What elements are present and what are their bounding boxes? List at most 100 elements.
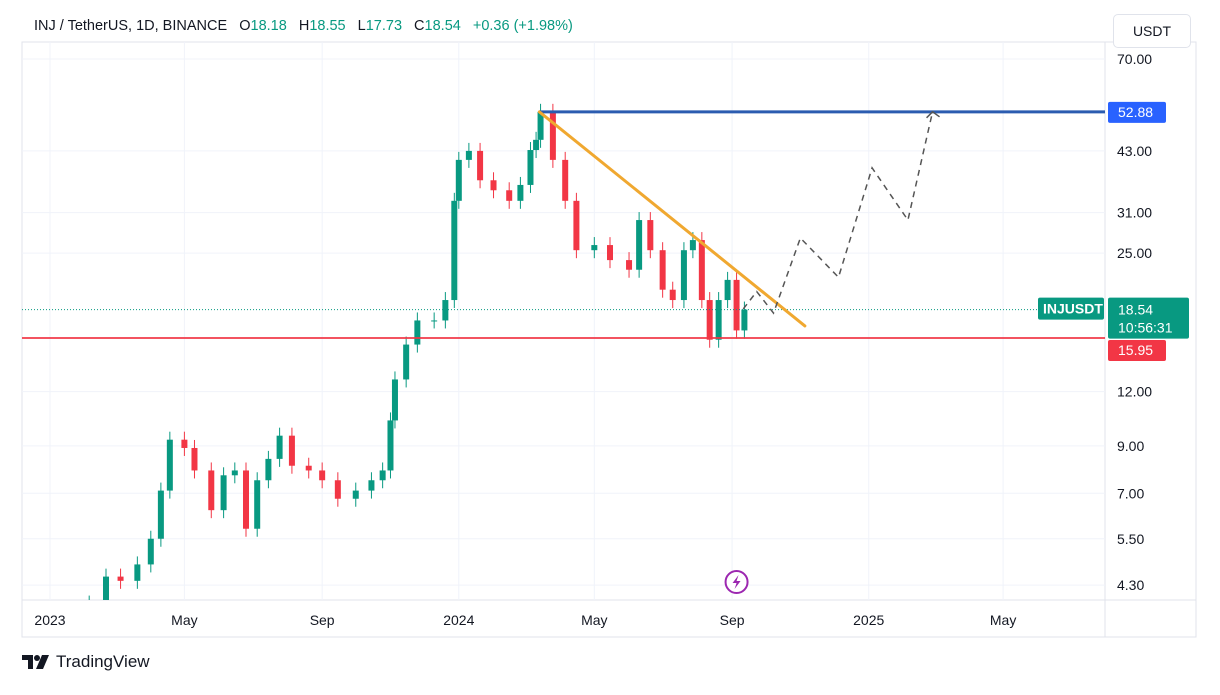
candle-body: [276, 435, 283, 459]
x-tick-label: 2025: [853, 612, 884, 628]
y-tick-label: 70.00: [1117, 51, 1152, 67]
projection-path[interactable]: [742, 111, 934, 315]
y-tick-label: 4.30: [1117, 577, 1144, 593]
axes: 70.00 43.00 31.00 25.00 12.00 9.00 7.00 5.50 4.3…: [34, 51, 1189, 628]
candle-body: [403, 344, 410, 380]
candle-body: [490, 180, 497, 191]
support-price-label-bg: [1108, 339, 1166, 361]
candle-body: [191, 447, 198, 471]
high-value: 18.55: [309, 18, 346, 34]
low-value: 17.73: [365, 18, 403, 34]
chart-frame: [21, 41, 1197, 638]
candle-body: [442, 300, 449, 321]
symbol-badge-bg: [1038, 297, 1104, 320]
candle-body: [741, 309, 748, 331]
candle-body: [549, 111, 556, 160]
candle-body: [455, 159, 462, 201]
candle-body: [391, 379, 398, 421]
high-label: H: [298, 18, 310, 34]
support-price-label: 15.95: [1118, 342, 1153, 358]
change-value: +0.36 (+1.98%): [472, 18, 573, 34]
open-label: O: [239, 18, 251, 34]
trendline[interactable]: [537, 110, 807, 328]
candle-body: [288, 435, 295, 466]
candle-body: [103, 576, 109, 600]
candle-body: [265, 458, 272, 481]
candle-body: [562, 159, 569, 201]
candle-body: [334, 480, 341, 499]
candle-body: [208, 470, 215, 511]
drawings[interactable]: [22, 110, 1105, 594]
candle-body: [689, 240, 696, 251]
candle-body: [451, 200, 458, 301]
x-tick-label: May: [581, 612, 607, 628]
candle-body: [387, 420, 394, 471]
candle-body: [706, 300, 713, 340]
x-tick-label: 2023: [34, 612, 65, 628]
candle-body: [379, 470, 386, 481]
y-tick-label: 9.00: [1117, 438, 1144, 454]
currency-button[interactable]: USDT: [1113, 14, 1191, 48]
candle-body: [243, 470, 249, 529]
candle-body: [591, 245, 598, 251]
candle-body: [698, 240, 705, 301]
candle-body: [231, 470, 238, 476]
candle-body: [352, 490, 359, 499]
y-tick-label: 12.00: [1117, 384, 1152, 400]
countdown-label: 10:56:31: [1118, 320, 1173, 336]
tradingview-logo[interactable]: TradingView: [22, 652, 150, 672]
symbol-title[interactable]: INJ / TetherUS, 1D, BINANCE: [34, 18, 228, 34]
candle-body: [465, 150, 472, 160]
candle-body: [647, 220, 654, 251]
candle-body: [517, 184, 524, 201]
candle-body: [368, 480, 375, 491]
x-tick-label: Sep: [310, 612, 335, 628]
candle-body: [506, 190, 513, 201]
y-tick-label: 7.00: [1117, 485, 1144, 501]
resistance-price-label-bg: [1108, 101, 1166, 123]
x-tick-label: May: [990, 612, 1016, 628]
candle-body: [669, 289, 676, 301]
candle-body: [626, 260, 633, 270]
candle-body: [305, 465, 312, 471]
x-tick-label: May: [171, 612, 197, 628]
candle-body: [181, 439, 188, 448]
candle-body: [147, 538, 154, 565]
last-price-badge-bg: [1108, 297, 1189, 339]
x-tick-label: 2024: [443, 612, 474, 628]
candle-body: [715, 300, 722, 340]
candle-body: [166, 439, 173, 491]
lightning-glyph: [732, 575, 741, 589]
y-tick-label: 5.50: [1117, 531, 1144, 547]
candle-body: [733, 279, 740, 331]
tradingview-logo-icon: [22, 655, 49, 669]
close-value: 18.54: [424, 18, 461, 34]
candle-body: [477, 150, 484, 181]
candle-body: [157, 490, 164, 539]
candles: [86, 103, 748, 614]
candle-body: [537, 111, 544, 140]
y-tick-label: 25.00: [1117, 245, 1152, 261]
candle-body: [533, 139, 540, 151]
grid: [22, 42, 1105, 600]
x-tick-label: Sep: [720, 612, 745, 628]
branding-text: TradingView: [56, 652, 150, 671]
candle-body: [86, 604, 92, 614]
candle-body: [607, 245, 613, 261]
resistance-price-label: 52.88: [1118, 104, 1153, 120]
candle-body: [117, 576, 124, 581]
y-tick-label: 43.00: [1117, 143, 1152, 159]
candle-body: [659, 250, 666, 290]
projection-arrowhead: [926, 110, 940, 119]
close-label: C: [414, 18, 425, 34]
candle-body: [414, 320, 421, 345]
candle-body: [680, 250, 687, 301]
last-price-label: 18.54: [1118, 302, 1153, 318]
y-tick-label: 31.00: [1117, 205, 1152, 221]
candle-body: [319, 470, 326, 481]
candle-body: [431, 320, 438, 322]
symbol-badge-label: INJUSDT: [1043, 301, 1103, 317]
candle-body: [724, 279, 731, 301]
candle-body: [636, 220, 643, 270]
